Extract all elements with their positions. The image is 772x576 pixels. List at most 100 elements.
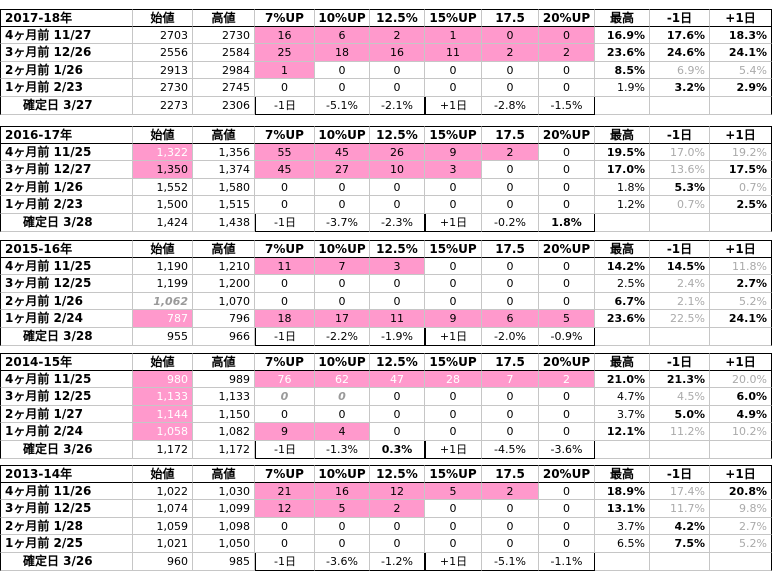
up15-count[interactable]: 0 [425,405,482,424]
empty-cell[interactable] [650,328,710,346]
column-header[interactable]: 始値 [133,240,193,258]
high-price[interactable]: 1,374 [193,161,255,179]
up17-5-count[interactable]: 0 [482,196,539,214]
high-price[interactable]: 1,099 [193,500,255,518]
up20-count[interactable]: 0 [539,500,595,518]
up20-count[interactable]: 0 [539,161,595,179]
up15-count[interactable]: 0 [425,275,482,293]
up7-count[interactable]: 18 [255,310,315,328]
row-label[interactable]: 2ヶ月前 1/28 [0,517,133,536]
up12-5-count[interactable]: 0.3% [370,441,425,459]
column-header[interactable]: 20%UP [539,9,595,27]
empty-cell[interactable] [710,441,772,459]
up17-5-count[interactable]: -0.2% [482,214,539,232]
up12-5-count[interactable]: 47 [370,370,425,389]
plus-1-day[interactable]: 0.7% [710,178,772,197]
row-label[interactable]: 2ヶ月前 1/26 [0,178,133,197]
empty-cell[interactable] [595,328,650,346]
column-header[interactable]: 10%UP [315,353,370,371]
high-price[interactable]: 985 [193,553,255,571]
high-price[interactable]: 1,580 [193,178,255,197]
column-header[interactable]: -1日 [650,9,710,27]
open-price[interactable]: 1,059 [133,517,193,536]
up17-5-count[interactable]: 0 [482,423,539,441]
up20-count[interactable]: 0 [539,388,595,406]
up17-5-count[interactable]: 0 [482,161,539,179]
up17-5-count[interactable]: 0 [482,405,539,424]
up17-5-count[interactable]: 0 [482,61,539,80]
up12-5-count[interactable]: 3 [370,257,425,276]
column-header[interactable]: 20%UP [539,240,595,258]
up12-5-count[interactable]: 2 [370,26,425,45]
column-header[interactable]: 12.5% [370,126,425,144]
open-price[interactable]: 2556 [133,44,193,62]
minus-1-day[interactable]: 5.3% [650,178,710,197]
up7-count[interactable]: 1 [255,61,315,80]
column-header[interactable]: 最高 [595,465,650,483]
up10-count[interactable]: 0 [315,388,370,406]
plus-1-day[interactable]: 5.4% [710,61,772,80]
up7-count[interactable]: 16 [255,26,315,45]
column-header[interactable]: +1日 [710,126,772,144]
plus-1-day[interactable]: 18.3% [710,26,772,45]
minus-1-day[interactable]: 2.1% [650,292,710,311]
up15-count[interactable]: 5 [425,482,482,501]
column-header[interactable]: 12.5% [370,465,425,483]
plus-1-day[interactable]: 24.1% [710,44,772,62]
up12-5-count[interactable]: 0 [370,178,425,197]
row-label[interactable]: 2ヶ月前 1/27 [0,405,133,424]
up7-count[interactable]: 55 [255,143,315,162]
minus-1-day[interactable]: 13.6% [650,161,710,179]
plus-1-day[interactable]: 17.5% [710,161,772,179]
column-header[interactable]: 始値 [133,465,193,483]
up15-count[interactable]: +1日 [425,214,482,232]
up17-5-count[interactable]: 0 [482,500,539,518]
up10-count[interactable]: 5 [315,500,370,518]
minus-1-day[interactable]: 7.5% [650,535,710,553]
open-price[interactable]: 1,062 [133,292,193,311]
high-price[interactable]: 1,030 [193,482,255,501]
up10-count[interactable]: 0 [315,275,370,293]
column-header[interactable]: 12.5% [370,9,425,27]
up12-5-count[interactable]: 0 [370,79,425,97]
up20-count[interactable]: 5 [539,310,595,328]
up7-count[interactable]: -1日 [255,441,315,459]
column-header[interactable]: 20%UP [539,126,595,144]
row-label[interactable]: 3ヶ月前 12/26 [0,44,133,62]
up20-count[interactable]: 0 [539,79,595,97]
plus-1-day[interactable]: 2.9% [710,79,772,97]
up7-count[interactable]: 11 [255,257,315,276]
plus-1-day[interactable]: 5.2% [710,535,772,553]
max-rise[interactable]: 23.6% [595,44,650,62]
high-price[interactable]: 1,200 [193,275,255,293]
row-label[interactable]: 1ヶ月前 2/23 [0,196,133,214]
row-label[interactable]: 3ヶ月前 12/25 [0,388,133,406]
empty-cell[interactable] [710,328,772,346]
up7-count[interactable]: 0 [255,292,315,311]
high-price[interactable]: 1,210 [193,257,255,276]
row-label[interactable]: 確定日 3/28 [0,328,133,346]
up20-count[interactable]: 0 [539,405,595,424]
up10-count[interactable]: -5.1% [315,97,370,115]
up10-count[interactable]: 0 [315,292,370,311]
up15-count[interactable]: 0 [425,79,482,97]
up12-5-count[interactable]: -2.3% [370,214,425,232]
up10-count[interactable]: -3.6% [315,553,370,571]
up20-count[interactable]: 0 [539,26,595,45]
empty-cell[interactable] [710,97,772,115]
max-rise[interactable]: 17.0% [595,161,650,179]
up10-count[interactable]: 0 [315,535,370,553]
minus-1-day[interactable]: 2.4% [650,275,710,293]
open-price[interactable]: 1,424 [133,214,193,232]
row-label[interactable]: 4ヶ月前 11/25 [0,370,133,389]
column-header[interactable]: 始値 [133,9,193,27]
up12-5-count[interactable]: 12 [370,482,425,501]
column-header[interactable]: +1日 [710,465,772,483]
up7-count[interactable]: 76 [255,370,315,389]
open-price[interactable]: 1,021 [133,535,193,553]
minus-1-day[interactable]: 11.2% [650,423,710,441]
column-header[interactable]: +1日 [710,240,772,258]
open-price[interactable]: 980 [133,370,193,389]
row-label[interactable]: 3ヶ月前 12/25 [0,500,133,518]
high-price[interactable]: 1,098 [193,517,255,536]
